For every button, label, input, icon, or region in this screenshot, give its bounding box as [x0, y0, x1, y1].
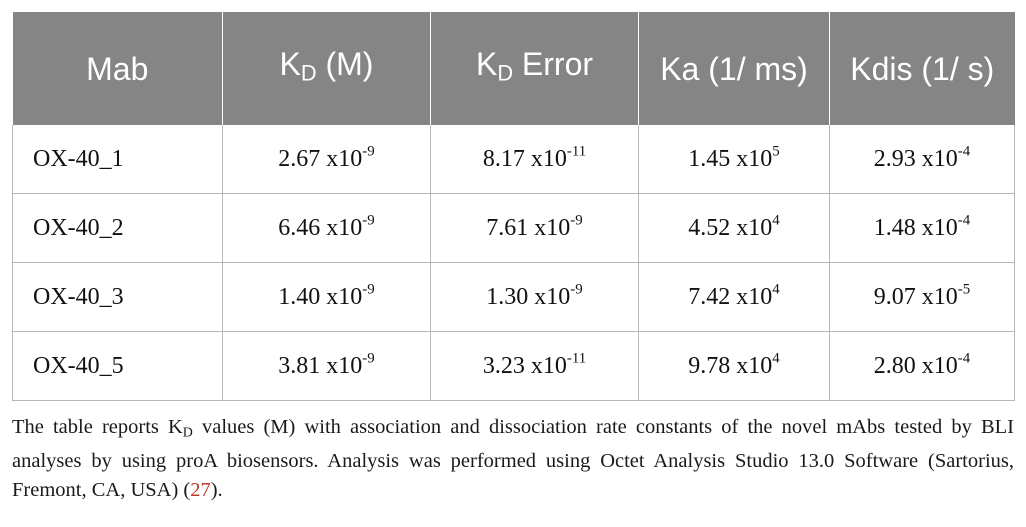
cell-kdis: 2.80 x10-4: [829, 331, 1015, 401]
binding-kinetics-table: Mab KD (M) KD Error Ka (1/ ms) Kdis (1/ …: [12, 12, 1015, 401]
cell-ka: 4.52 x104: [638, 193, 830, 263]
cell-kderr: 3.23 x10-11: [430, 331, 639, 401]
reference-link[interactable]: 27: [190, 479, 211, 502]
cell-mab: OX-40_5: [12, 331, 223, 401]
table-row: OX-40_2 6.46 x10-9 7.61 x10-9 4.52 x104 1.48…: [12, 193, 1015, 263]
table-container: Mab KD (M) KD Error Ka (1/ ms) Kdis (1/ …: [12, 12, 1015, 505]
cell-kd: 3.81 x10-9: [222, 331, 431, 401]
header-mab: Mab: [12, 12, 223, 125]
cell-mab: OX-40_3: [12, 262, 223, 332]
cell-kd: 2.67 x10-9: [222, 125, 431, 194]
table-row: OX-40_1 2.67 x10-9 8.17 x10-11 1.45 x105 2.9…: [12, 125, 1015, 194]
cell-ka: 9.78 x104: [638, 331, 830, 401]
cell-kd: 1.40 x10-9: [222, 262, 431, 332]
cell-kdis: 1.48 x10-4: [829, 193, 1015, 263]
table-row: OX-40_3 1.40 x10-9 1.30 x10-9 7.42 x104 9.07…: [12, 262, 1015, 332]
cell-ka: 7.42 x104: [638, 262, 830, 332]
cell-mab: OX-40_2: [12, 193, 223, 263]
cell-kdis: 2.93 x10-4: [829, 125, 1015, 194]
cell-kderr: 1.30 x10-9: [430, 262, 639, 332]
header-kd: KD (M): [222, 12, 431, 125]
cell-ka: 1.45 x105: [638, 125, 830, 194]
cell-kderr: 8.17 x10-11: [430, 125, 639, 194]
header-kd-error: KD Error: [430, 12, 639, 125]
header-kdis: Kdis (1/ s): [829, 12, 1015, 125]
header-row: Mab KD (M) KD Error Ka (1/ ms) Kdis (1/ …: [12, 12, 1015, 125]
table-footnote: The table reports KD values (M) with ass…: [12, 416, 1014, 502]
cell-mab: OX-40_1: [12, 125, 223, 194]
cell-kdis: 9.07 x10-5: [829, 262, 1015, 332]
header-ka: Ka (1/ ms): [638, 12, 830, 125]
cell-kderr: 7.61 x10-9: [430, 193, 639, 263]
table-row: OX-40_5 3.81 x10-9 3.23 x10-11 9.78 x104 2.8…: [12, 331, 1015, 401]
cell-kd: 6.46 x10-9: [222, 193, 431, 263]
